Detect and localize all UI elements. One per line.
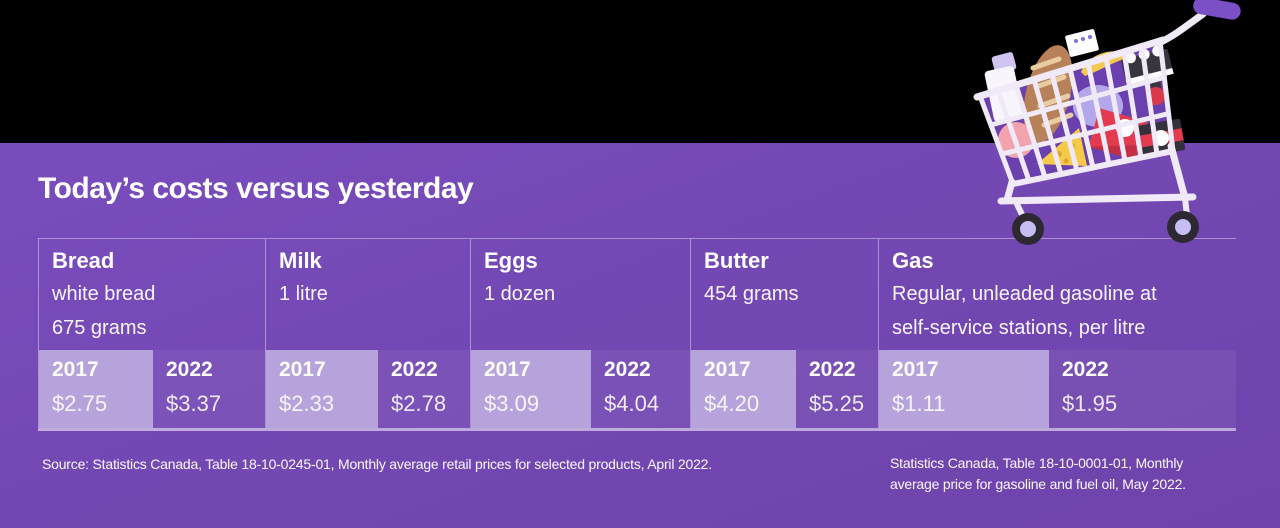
price-row: 2017 $1.11 2022 $1.95 [879, 350, 1236, 428]
product-description-line: 454 grams [704, 283, 799, 305]
price-cell-2017: 2017 $1.11 [879, 350, 1049, 428]
price-row: 2017 $2.75 2022 $3.37 [39, 350, 265, 428]
product-column-gas: Gas Regular, unleaded gasoline at self-s… [878, 239, 1236, 428]
product-column-eggs: Eggs 1 dozen 2017 $3.09 2022 $4.04 [470, 239, 690, 428]
price-value: $1.95 [1062, 391, 1118, 416]
price-value: $1.11 [892, 391, 946, 416]
source-note-gasoline: Statistics Canada, Table 18-10-0001-01, … [890, 455, 1186, 492]
product-description-line: 675 grams [52, 317, 147, 339]
year-label: 2017 [52, 358, 99, 381]
year-label: 2022 [1062, 358, 1109, 381]
year-label: 2017 [484, 358, 531, 381]
price-cell-2017: 2017 $2.75 [39, 350, 153, 428]
price-row: 2017 $4.20 2022 $5.25 [691, 350, 878, 428]
price-cell-2017: 2017 $3.09 [471, 350, 591, 428]
price-row: 2017 $3.09 2022 $4.04 [471, 350, 690, 428]
product-description-line: 1 litre [279, 283, 328, 305]
product-description-line: 1 dozen [484, 283, 556, 305]
price-cell-2017: 2017 $2.33 [266, 350, 378, 428]
product-column-butter: Butter 454 grams 2017 $4.20 2022 $5.25 [690, 239, 878, 428]
price-value: $5.25 [809, 391, 865, 416]
product-description-line: self-service stations, per litre [892, 317, 1146, 339]
price-cell-2022: 2022 $4.04 [591, 350, 690, 428]
price-value: $2.78 [391, 391, 447, 416]
shopping-cart-icon [945, 0, 1245, 261]
price-comparison-table: Bread white bread 675 grams 2017 $2.75 2… [38, 238, 1236, 431]
year-label: 2017 [704, 358, 751, 381]
product-name: Milk [279, 248, 322, 273]
page-title: Today’s costs versus yesterday [38, 172, 474, 205]
year-label: 2022 [604, 358, 651, 381]
product-column-milk: Milk 1 litre 2017 $2.33 2022 $2.78 [265, 239, 470, 428]
price-cell-2022: 2022 $3.37 [153, 350, 265, 428]
price-cell-2022: 2022 $1.95 [1049, 350, 1236, 428]
price-value: $2.75 [52, 391, 108, 416]
year-label: 2022 [391, 358, 438, 381]
year-label: 2017 [279, 358, 326, 381]
price-row: 2017 $2.33 2022 $2.78 [266, 350, 470, 428]
price-cell-2022: 2022 $5.25 [796, 350, 878, 428]
product-description-line: Regular, unleaded gasoline at [892, 283, 1157, 305]
product-name: Bread [52, 248, 115, 273]
price-cell-2022: 2022 $2.78 [378, 350, 470, 428]
product-column-bread: Bread white bread 675 grams 2017 $2.75 2… [38, 239, 265, 428]
price-cell-2017: 2017 $4.20 [691, 350, 796, 428]
year-label: 2022 [809, 358, 856, 381]
price-value: $3.37 [166, 391, 222, 416]
price-value: $4.04 [604, 391, 660, 416]
product-name: Eggs [484, 248, 538, 273]
cart-wheels [1012, 211, 1199, 245]
year-label: 2022 [166, 358, 213, 381]
year-label: 2017 [892, 358, 939, 381]
price-value: $3.09 [484, 391, 540, 416]
product-name: Butter [704, 248, 769, 273]
source-note-retail-prices: Source: Statistics Canada, Table 18-10-0… [42, 456, 712, 472]
price-value: $2.33 [279, 391, 335, 416]
price-value: $4.20 [704, 391, 760, 416]
product-name: Gas [892, 248, 934, 273]
product-description-line: white bread [52, 283, 156, 305]
